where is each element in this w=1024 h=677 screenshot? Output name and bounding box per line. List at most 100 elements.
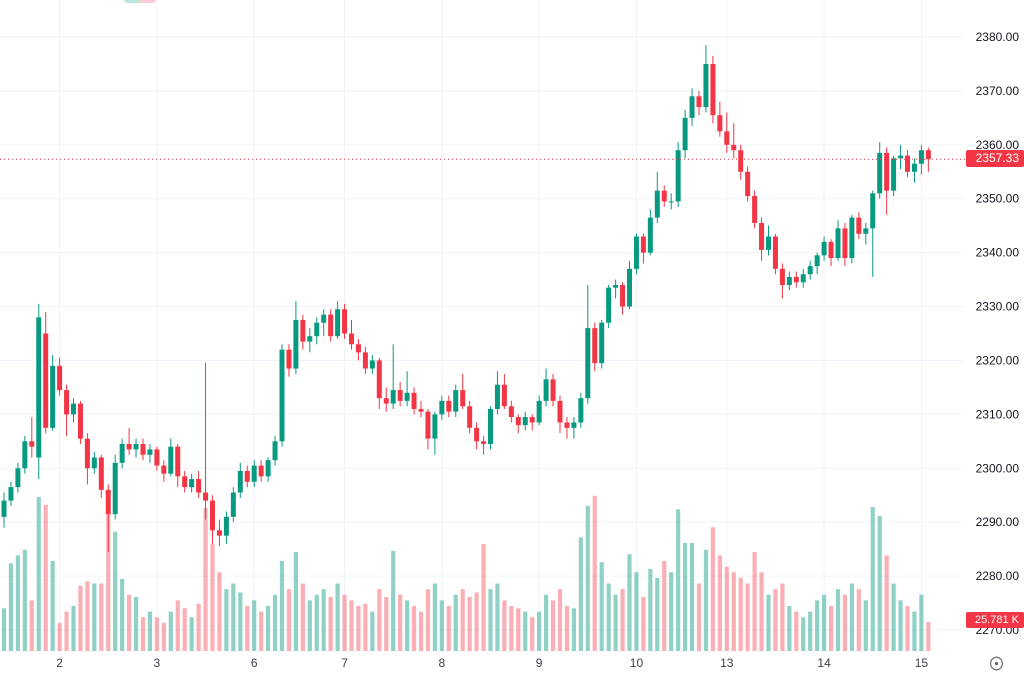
candle-body [182, 476, 188, 488]
candle-body [237, 470, 243, 493]
time-axis-label[interactable]: 3 [154, 656, 161, 670]
volume-bar [731, 572, 736, 651]
volume-bar [766, 594, 771, 651]
price-axis-label[interactable]: 2340.00 [976, 246, 1020, 260]
volume-bar [724, 566, 729, 651]
candle-body [168, 446, 174, 474]
volume-bar [196, 603, 201, 651]
candle-body [64, 390, 70, 415]
candle-body [536, 400, 542, 423]
price-axis-label[interactable]: 2310.00 [976, 407, 1020, 421]
time-axis-label[interactable]: 2 [56, 656, 63, 670]
candle-body [210, 500, 215, 531]
volume-bar [29, 600, 34, 651]
buy-button-edge[interactable] [140, 0, 156, 3]
candle-body [842, 228, 848, 259]
candle-body [189, 479, 195, 488]
time-axis-label[interactable]: 6 [251, 656, 258, 670]
candle-body [154, 449, 160, 466]
time-axis-label[interactable]: 14 [817, 656, 831, 670]
price-axis-label[interactable]: 2360.00 [976, 138, 1020, 152]
volume-bar [523, 611, 528, 651]
volume-bar [835, 589, 841, 651]
time-axis-label[interactable]: 9 [536, 656, 543, 670]
volume-bar [641, 597, 646, 651]
candle-body [397, 390, 403, 401]
volume-bar [99, 583, 104, 651]
candle-body [703, 63, 709, 108]
price-axis-label[interactable]: 2380.00 [976, 30, 1020, 44]
volume-bar [168, 611, 173, 651]
time-axis-label[interactable]: 10 [630, 656, 644, 670]
volume-bar [627, 554, 632, 651]
candle-body [286, 349, 292, 369]
volume-bar [391, 550, 396, 651]
candle-body [752, 196, 758, 223]
volume-bar [578, 537, 583, 651]
volume-bar [405, 600, 410, 651]
sell-button-edge[interactable] [124, 0, 140, 3]
candle-body [863, 228, 869, 234]
volume-bar [106, 503, 111, 651]
candle-body [870, 193, 876, 229]
candle-body [119, 444, 125, 463]
time-axis-label[interactable]: 8 [439, 656, 446, 670]
candle-body [627, 268, 632, 307]
candle-body [710, 63, 716, 116]
candle-body [362, 352, 368, 369]
volume-bar [530, 617, 535, 651]
volume-bar [252, 600, 257, 651]
candle-body [905, 155, 910, 172]
candle-body [606, 287, 612, 323]
candle-body [731, 144, 737, 151]
candle-body [411, 392, 417, 409]
candle-body [800, 274, 806, 283]
candle-body [140, 444, 146, 455]
volume-bar [36, 496, 41, 651]
time-axis-label[interactable]: 13 [720, 656, 734, 670]
volume-bar [1, 608, 7, 651]
price-axis-label[interactable]: 2280.00 [976, 569, 1020, 583]
price-axis-label[interactable]: 2330.00 [976, 300, 1020, 314]
time-axis-label[interactable]: 7 [341, 656, 348, 670]
candle-body [891, 158, 897, 191]
candle-body [877, 152, 883, 194]
price-axis-label[interactable]: 2350.00 [976, 192, 1020, 206]
volume-bar [717, 555, 722, 651]
candle-body [230, 492, 236, 517]
candle-body [474, 427, 480, 442]
candle-body [613, 284, 619, 288]
volume-bar [822, 594, 827, 651]
volume-bar [474, 592, 479, 651]
volume-bar [85, 581, 90, 651]
volume-bar [224, 589, 229, 651]
candle-body [29, 441, 35, 447]
candle-body [161, 465, 167, 474]
volume-bar [92, 583, 97, 651]
candle-body [196, 479, 202, 493]
price-axis-label[interactable]: 2300.00 [976, 461, 1020, 475]
price-axis-label[interactable]: 2370.00 [976, 84, 1020, 98]
volume-bar [683, 543, 688, 651]
candle-body [856, 217, 862, 234]
volume-bar [314, 594, 319, 651]
price-axis-label[interactable]: 2290.00 [976, 515, 1020, 529]
volume-bar [300, 583, 305, 651]
candle-body [508, 406, 514, 418]
volume-bar [509, 606, 514, 651]
volume-bar [272, 594, 278, 651]
time-axis-label[interactable]: 15 [915, 656, 929, 670]
price-axis-label[interactable]: 2320.00 [976, 353, 1020, 367]
volume-bar [411, 606, 417, 651]
volume-bar [335, 583, 340, 651]
volume-bar [64, 611, 69, 651]
volume-bar [328, 597, 333, 651]
volume-bar [564, 606, 570, 651]
volume-bar [877, 516, 882, 651]
buy-sell-widget-remnant[interactable] [124, 0, 156, 3]
candle-body [126, 444, 132, 450]
candle-body [668, 201, 674, 203]
timezone-settings-button[interactable] [986, 654, 1006, 672]
candle-body [50, 365, 56, 428]
